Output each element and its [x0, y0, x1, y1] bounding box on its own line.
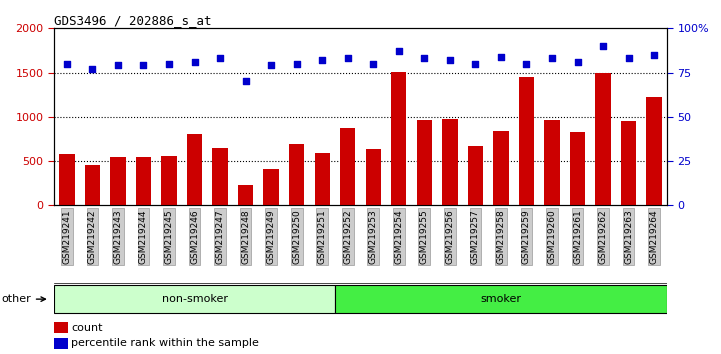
Bar	[263, 169, 279, 205]
Text: smoker: smoker	[480, 294, 521, 304]
Point	[495, 54, 507, 59]
Text: GSM219245: GSM219245	[164, 209, 174, 264]
Bar	[391, 72, 407, 205]
Bar	[54, 338, 68, 349]
Text: percentile rank within the sample: percentile rank within the sample	[71, 338, 259, 348]
Text: GSM219249: GSM219249	[267, 209, 275, 264]
Bar	[289, 144, 304, 205]
Bar	[570, 132, 585, 205]
Text: GSM219247: GSM219247	[216, 209, 224, 264]
Bar	[340, 129, 355, 205]
Text: GSM219259: GSM219259	[522, 209, 531, 264]
Text: count: count	[71, 322, 102, 332]
Point	[547, 56, 558, 61]
Bar	[54, 322, 68, 333]
Text: other: other	[1, 294, 45, 304]
Point	[138, 63, 149, 68]
Text: GDS3496 / 202886_s_at: GDS3496 / 202886_s_at	[54, 14, 211, 27]
Text: GSM219244: GSM219244	[139, 209, 148, 264]
Text: GSM219263: GSM219263	[624, 209, 633, 264]
Bar	[213, 148, 228, 205]
Point	[444, 57, 456, 63]
Point	[317, 57, 328, 63]
Point	[393, 48, 404, 54]
Text: GSM219248: GSM219248	[241, 209, 250, 264]
Text: GSM219242: GSM219242	[88, 209, 97, 264]
Bar	[162, 156, 177, 205]
Point	[521, 61, 532, 67]
Text: GSM219243: GSM219243	[113, 209, 123, 264]
Text: GSM219250: GSM219250	[292, 209, 301, 264]
Point	[572, 59, 583, 65]
Text: GSM219260: GSM219260	[547, 209, 557, 264]
Bar	[366, 149, 381, 205]
Text: GSM219254: GSM219254	[394, 209, 403, 264]
Bar	[468, 146, 483, 205]
Bar	[136, 157, 151, 205]
Point	[469, 61, 481, 67]
Text: GSM219251: GSM219251	[318, 209, 327, 264]
Bar	[238, 185, 253, 205]
Point	[87, 66, 98, 72]
Bar	[314, 153, 329, 205]
Point	[265, 63, 277, 68]
Text: non-smoker: non-smoker	[162, 294, 228, 304]
Point	[61, 61, 73, 67]
Point	[419, 56, 430, 61]
Bar	[621, 121, 637, 205]
Text: GSM219256: GSM219256	[446, 209, 454, 264]
Bar	[519, 77, 534, 205]
FancyBboxPatch shape	[335, 285, 667, 314]
Bar	[647, 97, 662, 205]
Point	[189, 59, 200, 65]
Point	[342, 56, 353, 61]
Text: GSM219261: GSM219261	[573, 209, 582, 264]
Text: GSM219246: GSM219246	[190, 209, 199, 264]
Bar	[493, 131, 508, 205]
Point	[648, 52, 660, 58]
Text: GSM219252: GSM219252	[343, 209, 353, 264]
Bar	[59, 154, 74, 205]
Text: GSM219257: GSM219257	[471, 209, 480, 264]
Point	[291, 61, 302, 67]
Text: GSM219258: GSM219258	[497, 209, 505, 264]
Text: GSM219264: GSM219264	[650, 209, 659, 264]
Bar	[442, 120, 458, 205]
Point	[240, 79, 252, 84]
Point	[214, 56, 226, 61]
Point	[112, 63, 124, 68]
Point	[623, 56, 634, 61]
Bar	[544, 120, 559, 205]
Bar	[110, 156, 125, 205]
FancyBboxPatch shape	[54, 285, 335, 314]
Text: GSM219255: GSM219255	[420, 209, 429, 264]
Text: GSM219262: GSM219262	[598, 209, 608, 264]
Bar	[85, 166, 100, 205]
Text: GSM219241: GSM219241	[62, 209, 71, 264]
Point	[368, 61, 379, 67]
Text: GSM219253: GSM219253	[368, 209, 378, 264]
Bar	[187, 134, 202, 205]
Bar	[596, 74, 611, 205]
Bar	[417, 120, 432, 205]
Point	[597, 43, 609, 49]
Point	[163, 61, 174, 67]
